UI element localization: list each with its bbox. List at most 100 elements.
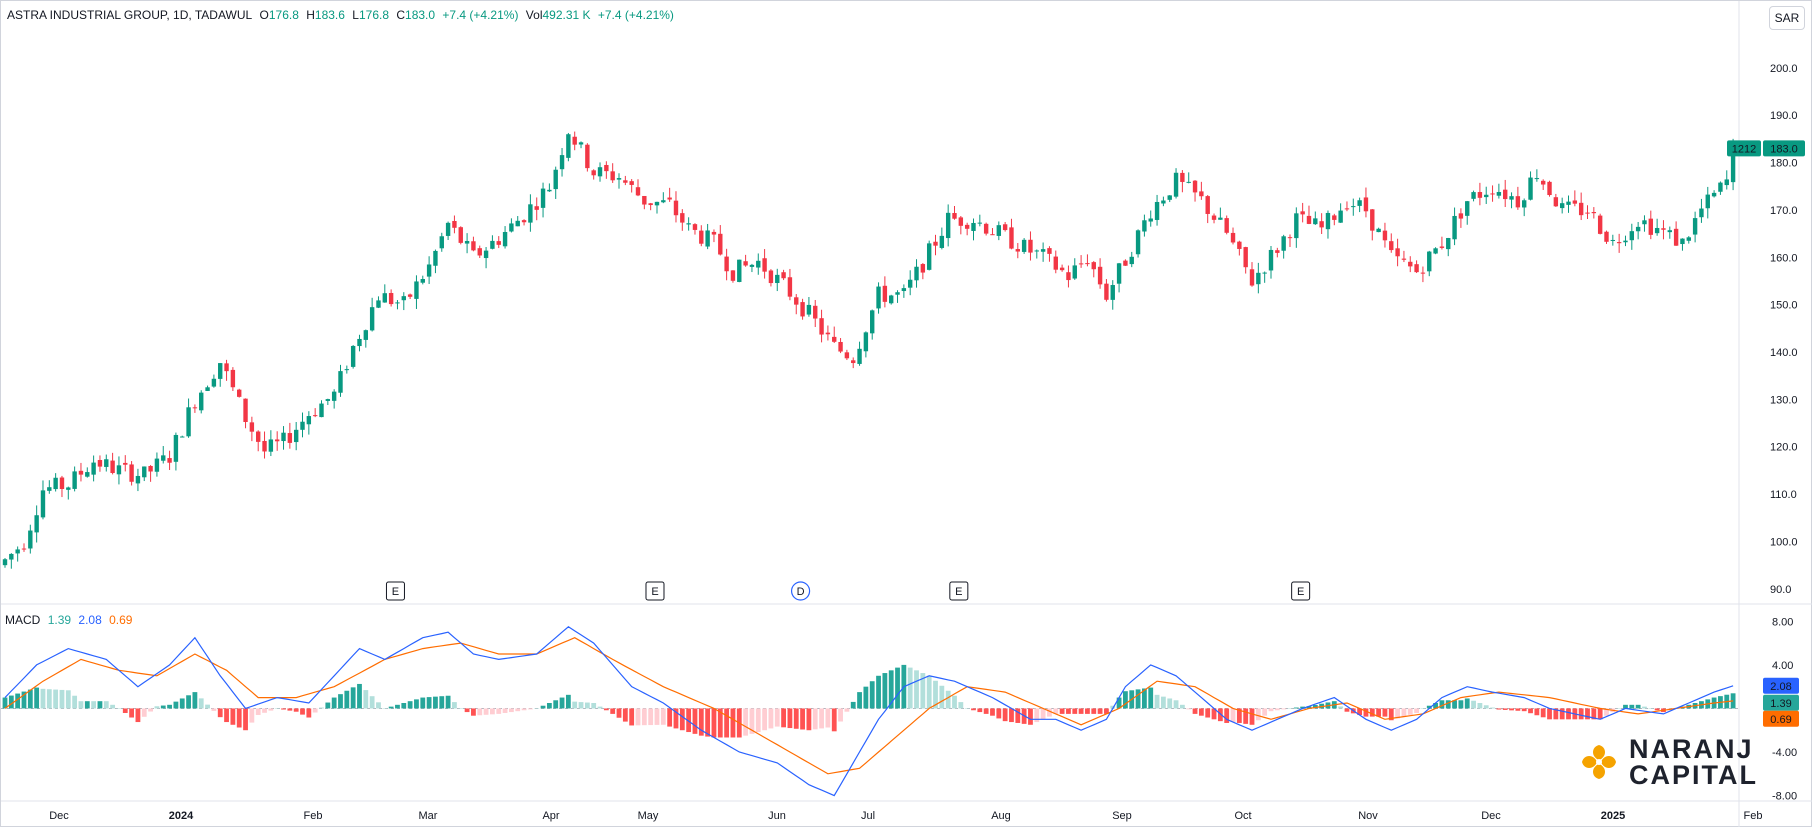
candle-body[interactable] [47,487,52,491]
candle-body[interactable] [142,466,147,478]
earnings-marker[interactable] [645,581,665,601]
candle-body[interactable] [1623,240,1628,243]
candle-body[interactable] [388,292,394,305]
candle-body[interactable] [1047,248,1052,254]
candle-body[interactable] [1465,201,1470,216]
earnings-marker[interactable] [385,581,405,601]
candle-body[interactable] [1585,212,1590,214]
candle-body[interactable] [1053,256,1058,270]
candle-body[interactable] [1680,238,1685,245]
candle-body[interactable] [813,305,818,319]
candle-body[interactable] [863,332,869,352]
candle-body[interactable] [104,459,109,467]
candle-body[interactable] [72,471,77,489]
candle-body[interactable] [363,330,369,340]
candle-body[interactable] [926,243,932,270]
candle-body[interactable] [1509,196,1514,200]
candle-body[interactable] [540,188,546,208]
candle-body[interactable] [1515,196,1521,208]
candle-body[interactable] [1332,215,1337,220]
candle-body[interactable] [1344,208,1350,210]
candle-body[interactable] [534,206,539,210]
candle-body[interactable] [1610,239,1616,241]
candle-body[interactable] [1186,181,1191,183]
candle-body[interactable] [1673,228,1679,246]
candle-body[interactable] [458,227,463,243]
candle-body[interactable] [1692,218,1698,235]
currency-button[interactable]: SAR [1769,6,1805,30]
candle-body[interactable] [958,217,964,226]
candle-body[interactable] [572,136,577,145]
candle-body[interactable] [262,440,267,452]
candle-body[interactable] [452,220,457,228]
candle-body[interactable] [1686,237,1691,241]
candle-body[interactable] [1028,239,1033,253]
candle-body[interactable] [756,260,761,268]
candle-body[interactable] [1534,178,1540,180]
candle-body[interactable] [192,407,198,409]
candle-body[interactable] [920,264,926,273]
candle-body[interactable] [34,515,39,533]
candle-body[interactable] [591,170,596,176]
candle-body[interactable] [1395,248,1400,257]
candle-body[interactable] [1256,272,1261,285]
candle-body[interactable] [1578,202,1584,216]
candle-body[interactable] [407,294,413,297]
candle-body[interactable] [78,470,84,475]
candle-body[interactable] [1167,195,1172,200]
candle-body[interactable] [1540,180,1546,185]
candle-body[interactable] [1496,191,1502,196]
candle-body[interactable] [1654,227,1660,234]
candle-body[interactable] [1711,192,1717,197]
candle-body[interactable] [1224,218,1229,233]
candle-body[interactable] [312,415,318,417]
candle-body[interactable] [15,549,20,554]
candle-body[interactable] [1667,230,1672,233]
candle-body[interactable] [445,222,451,236]
candle-body[interactable] [53,477,58,490]
candle-body[interactable] [1325,212,1331,230]
candle-body[interactable] [1275,250,1280,253]
candle-body[interactable] [1642,220,1647,225]
candle-body[interactable] [1205,196,1210,214]
candle-body[interactable] [426,264,432,277]
candle-body[interactable] [218,363,223,379]
candle-body[interactable] [161,455,166,461]
candle-body[interactable] [1015,249,1020,252]
candle-body[interactable] [1705,194,1710,209]
candle-body[interactable] [667,197,672,200]
candle-body[interactable] [1173,172,1179,197]
candle-body[interactable] [21,548,27,550]
candle-body[interactable] [977,222,983,224]
candle-body[interactable] [1452,215,1457,240]
candle-body[interactable] [1484,194,1489,198]
candle-body[interactable] [686,223,691,225]
candle-body[interactable] [1616,242,1622,244]
candle-body[interactable] [515,220,520,227]
candle-body[interactable] [844,352,850,359]
candle-body[interactable] [1433,248,1438,254]
candle-body[interactable] [274,439,280,442]
candle-body[interactable] [983,223,989,234]
candle-body[interactable] [914,266,919,281]
candle-body[interactable] [1572,200,1578,204]
candle-body[interactable] [338,371,343,393]
candle-body[interactable] [1503,189,1508,200]
candle-body[interactable] [148,465,153,472]
candle-body[interactable] [186,407,191,437]
candle-body[interactable] [173,434,179,462]
candle-body[interactable] [1104,283,1109,300]
candle-body[interactable] [1458,213,1464,219]
candle-body[interactable] [1547,181,1552,196]
candle-body[interactable] [509,223,514,232]
candle-body[interactable] [971,222,976,231]
candle-body[interactable] [870,310,875,334]
candle-body[interactable] [496,241,501,245]
candle-body[interactable] [1294,213,1299,239]
candle-body[interactable] [882,285,888,302]
candle-body[interactable] [154,458,160,472]
candle-body[interactable] [1085,263,1090,265]
candle-body[interactable] [553,169,558,190]
candle-body[interactable] [889,295,894,304]
